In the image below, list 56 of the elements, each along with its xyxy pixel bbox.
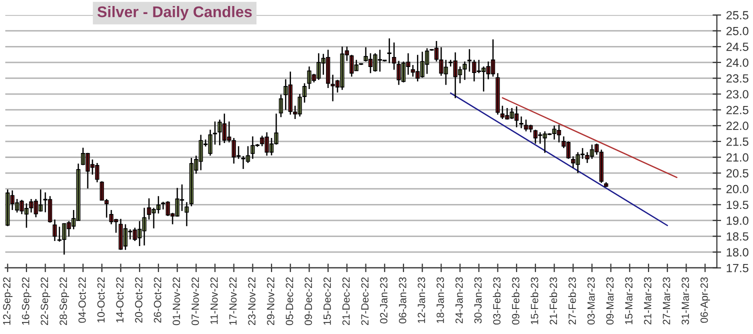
x-tick-label: 18-Jan-23 <box>436 277 444 324</box>
y-tick-label: 24.0 <box>726 58 748 67</box>
x-tick-label: 09-Dec-22 <box>304 277 312 326</box>
x-tick-label: 03-Feb-23 <box>492 277 501 325</box>
x-tick-label: 21-Dec-22 <box>342 277 350 326</box>
x-tick-label: 03-Mar-23 <box>587 277 595 325</box>
x-tick-label: 28-Sep-22 <box>60 277 70 326</box>
x-tick-label: 12-Sep-22 <box>3 277 12 325</box>
x-tick-label: 22-Sep-22 <box>40 277 50 326</box>
y-tick-label: 18.0 <box>726 248 748 256</box>
x-tick-label: 09-Feb-23 <box>512 277 520 325</box>
x-tick-label: 17-Nov-22 <box>229 277 237 325</box>
x-tick-label: 10-Oct-22 <box>97 277 105 322</box>
x-tick-label: 15-Dec-22 <box>323 277 331 325</box>
y-tick-label: 22.0 <box>726 122 748 130</box>
x-tick-label: 06-Apr-23 <box>700 277 710 323</box>
x-tick-label: 15-Feb-23 <box>530 277 538 324</box>
x-tick-label: 02-Jan-23 <box>380 277 388 324</box>
y-tick-label: 21.0 <box>726 153 748 162</box>
x-tick-label: 27-Feb-23 <box>568 277 576 324</box>
y-tick-label: 23.5 <box>726 74 748 83</box>
x-tick-label: 20-Oct-22 <box>134 277 142 323</box>
x-tick-label: 30-Jan-23 <box>474 277 482 324</box>
x-tick-label: 23-Nov-22 <box>248 277 256 326</box>
y-tick-label: 25.5 <box>726 11 748 20</box>
y-tick-label: 19.0 <box>726 216 748 225</box>
x-tick-label: 26-Oct-22 <box>154 277 162 323</box>
x-tick-label: 11-Nov-22 <box>210 277 218 324</box>
x-tick-label: 27-Mar-23 <box>662 277 670 324</box>
y-tick-label: 20.0 <box>726 184 748 194</box>
y-tick-label: 24.5 <box>726 42 748 52</box>
x-tick-label: 07-Nov-22 <box>192 277 199 326</box>
y-tick-label: 22.5 <box>726 106 748 114</box>
x-tick-label: 21-Mar-23 <box>644 277 652 324</box>
y-tick-label: 21.5 <box>726 137 748 146</box>
y-tick-label: 23.0 <box>726 90 748 98</box>
x-tick-label: 31-Mar-23 <box>682 277 690 325</box>
y-tick-label: 18.5 <box>726 232 748 241</box>
y-tick-label: 17.5 <box>726 264 748 272</box>
x-tick-label: 16-Sep-22 <box>22 277 32 325</box>
x-tick-label: 04-Oct-22 <box>78 277 86 323</box>
x-tick-label: 21-Feb-23 <box>549 277 558 324</box>
y-tick-label: 20.5 <box>726 169 748 178</box>
y-tick-label: 19.5 <box>726 200 748 210</box>
chart-title: Silver - Daily Candles <box>97 6 252 20</box>
x-tick-label: 05-Dec-22 <box>286 277 294 326</box>
x-tick-label: 01-Nov-22 <box>172 277 180 326</box>
x-tick-label: 06-Jan-23 <box>398 277 406 324</box>
x-tick-label: 12-Jan-23 <box>418 277 426 324</box>
x-tick-label: 15-Mar-23 <box>625 277 632 324</box>
x-tick-label: 29-Nov-22 <box>266 277 274 326</box>
x-tick-label: 09-Mar-23 <box>606 277 614 325</box>
x-tick-label: 27-Dec-22 <box>361 277 369 326</box>
y-tick-label: 25.0 <box>726 26 748 36</box>
x-tick-label: 24-Jan-23 <box>455 277 463 324</box>
x-tick-label: 14-Oct-22 <box>116 277 124 322</box>
